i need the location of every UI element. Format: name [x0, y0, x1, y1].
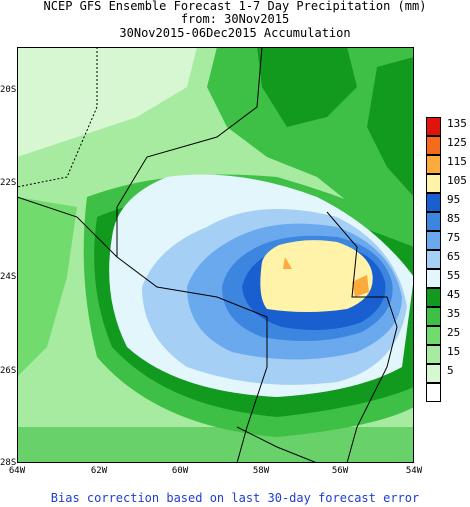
green-region-s: [17, 427, 414, 463]
legend-swatch: [426, 383, 441, 402]
legend-label: 35: [447, 307, 461, 320]
legend-label: 125: [447, 136, 467, 149]
lon-label: 64W: [8, 466, 26, 476]
legend-label: 15: [447, 345, 461, 358]
precipitation-map: [17, 47, 414, 463]
legend-swatch: [426, 326, 441, 345]
legend-label: 85: [447, 212, 461, 225]
legend-label: 95: [447, 193, 461, 206]
legend-swatch: [426, 193, 441, 212]
green-region-w: [17, 197, 77, 377]
legend-swatch: [426, 231, 441, 250]
legend-swatch: [426, 117, 441, 136]
legend-label: 105: [447, 174, 467, 187]
legend-swatch: [426, 288, 441, 307]
lon-label: 60W: [171, 466, 189, 476]
footer-note: Bias correction based on last 30-day for…: [50, 491, 420, 505]
legend-label: 135: [447, 117, 467, 130]
legend-swatch: [426, 345, 441, 364]
legend-swatch: [426, 155, 441, 174]
legend-label: 65: [447, 250, 461, 263]
legend-swatch: [426, 212, 441, 231]
light-green-region-nw: [17, 47, 197, 157]
legend-label: 75: [447, 231, 461, 244]
chart-subtitle-accumulation: 30Nov2015-06Dec2015 Accumulation: [119, 26, 351, 40]
legend-swatch: [426, 364, 441, 383]
legend-swatch: [426, 250, 441, 269]
chart-subtitle-from: from: 30Nov2015: [180, 12, 290, 26]
legend-swatch: [426, 307, 441, 326]
legend-label: 5: [447, 364, 454, 377]
dark-green-region-ne: [367, 57, 414, 197]
chart-title: NCEP GFS Ensemble Forecast 1-7 Day Preci…: [43, 0, 427, 13]
band-115-spot-b: [352, 275, 369, 297]
map-frame: [17, 47, 414, 463]
dark-green-region-n: [257, 47, 357, 127]
lon-label: 56W: [331, 466, 349, 476]
lon-label: 54W: [405, 466, 423, 476]
legend-swatch: [426, 269, 441, 288]
lat-label: 24S: [0, 272, 17, 282]
legend-label: 25: [447, 326, 461, 339]
lat-label: 28S: [0, 458, 17, 468]
lon-label: 62W: [90, 466, 108, 476]
lat-label: 22S: [0, 178, 17, 188]
lon-label: 58W: [252, 466, 270, 476]
band-115-spot-a: [283, 257, 292, 269]
band-105: [260, 240, 373, 312]
lat-label: 26S: [0, 366, 17, 376]
legend-label: 55: [447, 269, 461, 282]
legend-label: 115: [447, 155, 467, 168]
legend-label: 45: [447, 288, 461, 301]
legend-swatch: [426, 136, 441, 155]
country-borders: [17, 47, 398, 463]
lat-label: 20S: [0, 85, 17, 95]
legend-swatch: [426, 174, 441, 193]
